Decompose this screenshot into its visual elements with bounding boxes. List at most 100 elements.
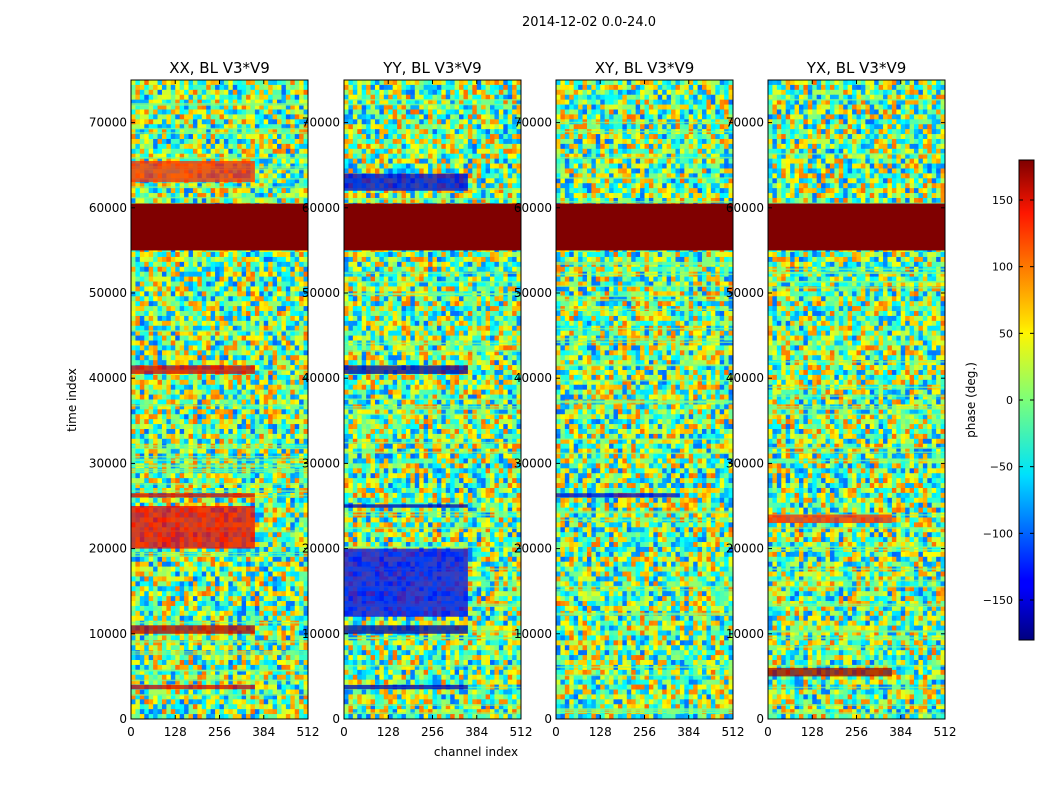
heatmap-cell [179, 330, 185, 337]
heatmap-cell [161, 379, 167, 386]
heatmap-cell [161, 276, 167, 283]
heatmap-cell [148, 114, 154, 120]
heatmap-cell [179, 281, 185, 288]
heatmap-cell [144, 360, 150, 366]
heatmap-cell [201, 256, 207, 263]
heatmap-cell [201, 428, 207, 435]
heatmap-cell [131, 374, 137, 381]
heatmap-cell [135, 143, 141, 150]
heatmap-cell [246, 252, 252, 258]
heatmap-cell [139, 291, 145, 297]
heatmap-cell [148, 256, 154, 263]
heatmap-cell [272, 394, 278, 401]
heatmap-cell [272, 261, 278, 268]
heatmap-cell [237, 134, 243, 140]
heatmap-cell [281, 153, 287, 160]
heatmap-cell [232, 379, 238, 386]
heatmap-cell [285, 650, 291, 656]
heatmap-cell [281, 389, 287, 396]
heatmap-cell [139, 669, 145, 676]
heatmap-cell [192, 306, 198, 312]
heatmap-cell [250, 571, 256, 578]
heatmap-cell [294, 522, 300, 528]
heatmap-cell [161, 355, 167, 361]
heatmap-cell [254, 345, 260, 351]
heatmap-cell [281, 276, 287, 283]
heatmap-cell [219, 374, 225, 381]
heatmap-cell [294, 438, 300, 445]
heatmap-cell [170, 546, 176, 553]
heatmap-cell [246, 340, 252, 347]
heatmap-cell [179, 84, 185, 91]
heatmap-cell [170, 438, 176, 445]
heatmap-cell [157, 601, 163, 607]
heatmap-cell [144, 104, 150, 111]
heatmap-cell [219, 320, 225, 327]
heatmap-cell [250, 379, 256, 386]
heatmap-cell [223, 197, 229, 204]
heatmap-cell [228, 640, 234, 646]
heatmap-cell [184, 586, 190, 592]
heatmap-cell [153, 345, 159, 351]
heatmap-cell [285, 281, 291, 288]
heatmap-cell [175, 566, 181, 573]
heatmap-cell [188, 645, 194, 651]
heatmap-cell [272, 193, 278, 199]
heatmap-cell [299, 615, 305, 622]
heatmap-cell [285, 596, 291, 602]
heatmap-cell [263, 615, 269, 622]
heatmap-cell [197, 601, 203, 607]
heatmap-cell [259, 306, 265, 312]
heatmap-cell [139, 379, 145, 386]
heatmap-cell [157, 419, 163, 425]
heatmap-cell [268, 605, 274, 612]
heatmap-cell [223, 679, 229, 686]
heatmap-cell [290, 394, 296, 401]
heatmap-cell [161, 296, 167, 302]
heatmap-cell [179, 399, 185, 406]
heatmap-cell [148, 566, 154, 573]
heatmap-cell [263, 124, 269, 130]
heatmap-cell [210, 428, 216, 435]
heatmap-cell [290, 433, 296, 440]
heatmap-cell [285, 311, 291, 317]
heatmap-cell [197, 586, 203, 592]
heatmap-cell [263, 291, 269, 297]
heatmap-cell [259, 655, 265, 661]
heatmap-cell [219, 615, 225, 622]
heatmap-cell [206, 660, 212, 666]
heatmap-cell [299, 193, 305, 199]
heatmap-cell [153, 404, 159, 410]
heatmap-cell [285, 350, 291, 356]
heatmap-cell [277, 173, 283, 179]
heatmap-cell [277, 315, 283, 322]
heatmap-cell [241, 266, 247, 273]
heatmap-cell [157, 689, 163, 696]
heatmap-cell [157, 635, 163, 641]
heatmap-cell [192, 473, 198, 479]
heatmap-cell [228, 497, 234, 504]
heatmap-cell [223, 129, 229, 135]
heatmap-cell [290, 143, 296, 150]
heatmap-cell [232, 640, 238, 646]
heatmap-cell [206, 635, 212, 641]
heatmap-cell [201, 664, 207, 671]
heatmap-cell [290, 625, 296, 632]
heatmap-cell [246, 94, 252, 101]
heatmap-cell [237, 438, 243, 445]
heatmap-cell [250, 473, 256, 479]
heatmap-cell [254, 664, 260, 671]
heatmap-cell [272, 507, 278, 514]
heatmap-cell [201, 360, 207, 366]
heatmap-cell [299, 301, 305, 307]
heatmap-cell [241, 256, 247, 263]
heatmap-cell [131, 655, 137, 661]
heatmap-cell [206, 94, 212, 101]
heatmap-cell [170, 276, 176, 283]
heatmap-cell [161, 350, 167, 356]
heatmap-cell [232, 473, 238, 479]
heatmap-cell [294, 124, 300, 130]
heatmap-cell [215, 635, 221, 641]
heatmap-cell [299, 370, 305, 376]
heatmap-cell [277, 566, 283, 573]
